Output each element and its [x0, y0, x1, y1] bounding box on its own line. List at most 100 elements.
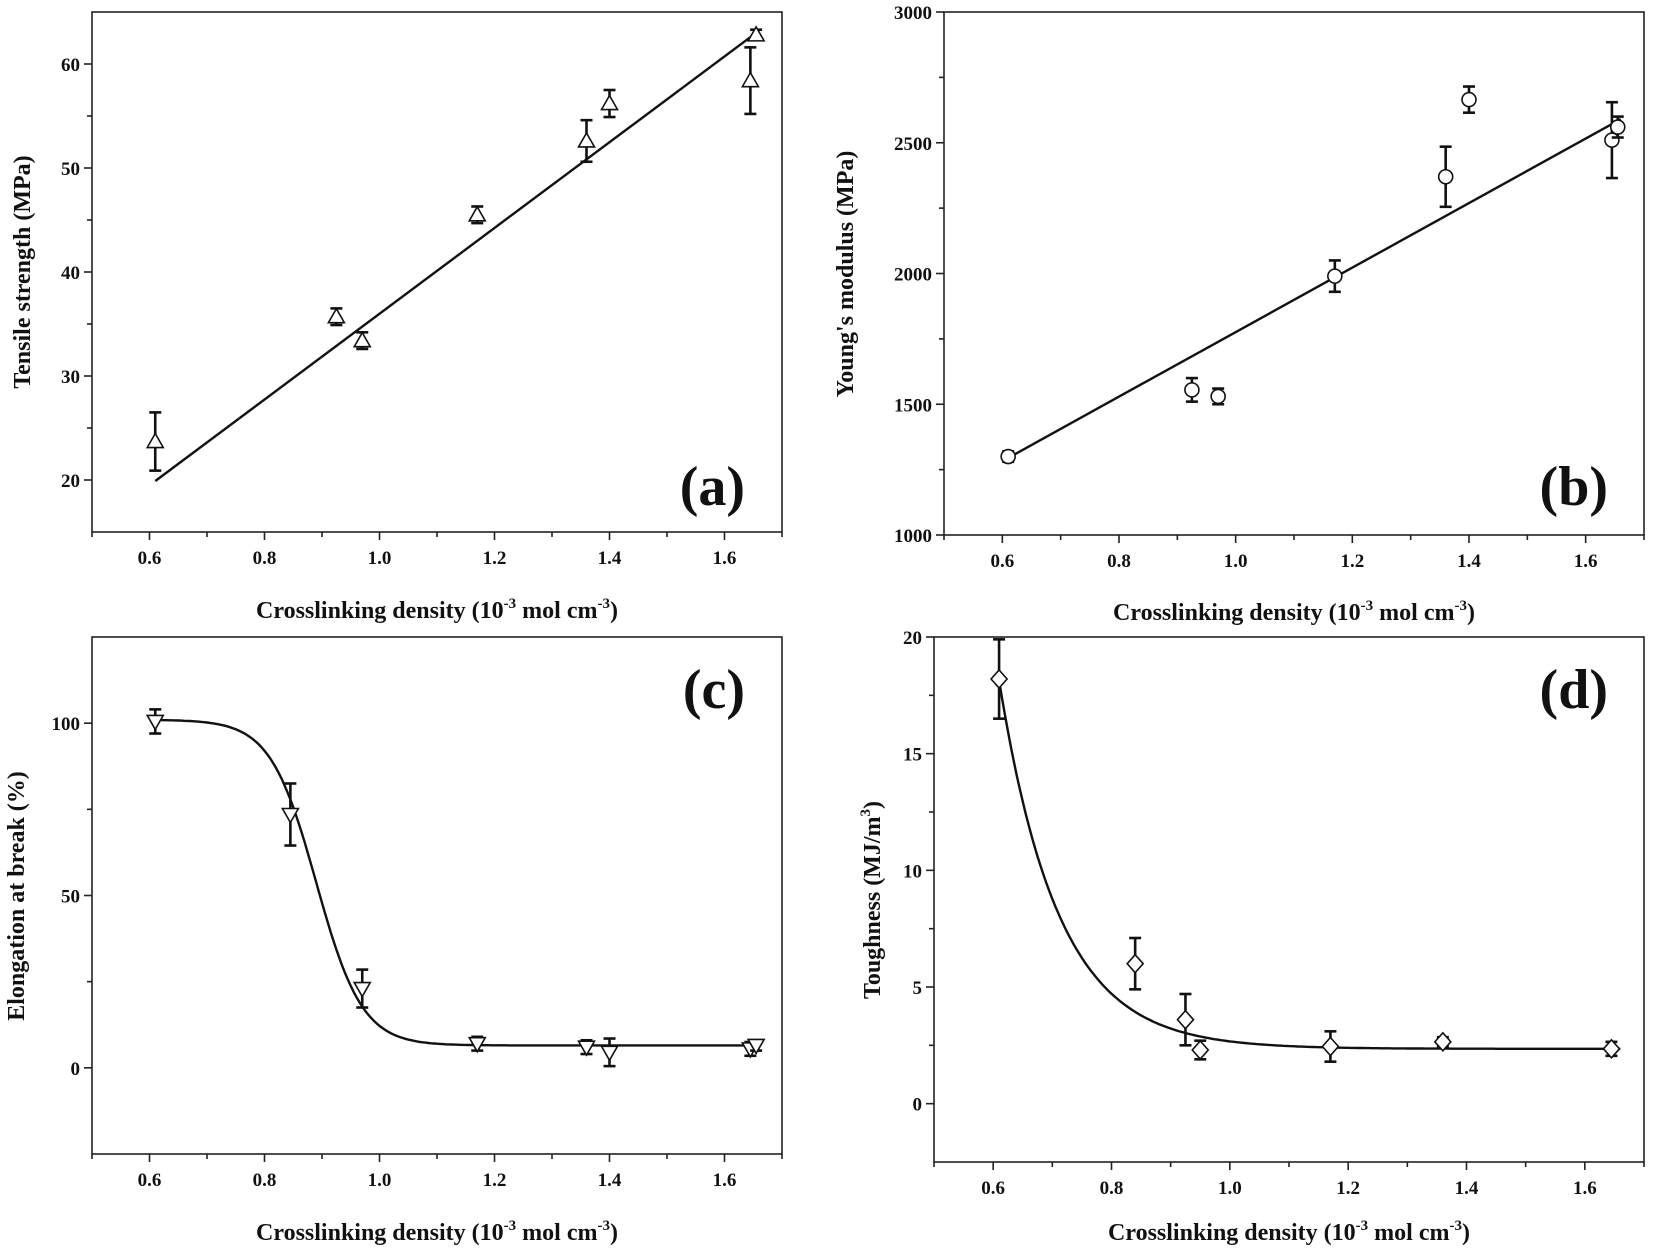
triangle-down-marker [467, 1036, 487, 1054]
fit-curve-group [155, 718, 759, 1047]
x-tick-label: 0.8 [253, 1170, 277, 1191]
x-tick-label: 1.0 [368, 1170, 392, 1191]
data-point [990, 638, 1009, 720]
fit-curve [1007, 118, 1622, 459]
diamond-marker [1126, 953, 1145, 974]
data-point [577, 1038, 596, 1057]
triangle-up-marker [740, 71, 760, 88]
data-point [326, 307, 346, 327]
x-axis-title: Crosslinking density (10-3 mol cm-3) [1113, 598, 1475, 626]
circle-marker [1437, 168, 1454, 185]
fit-curve-group [997, 680, 1621, 1051]
fit-curve [997, 680, 1621, 1051]
ticks-group: 0.6 0.8 1.0 1.2 1.4 1.6 20 30 40 50 60 [61, 55, 783, 569]
triangle-up-marker [600, 93, 619, 111]
circle-marker [1000, 448, 1016, 465]
x-tick-label: 1.2 [1340, 551, 1364, 572]
x-tick-label: 1.4 [598, 1170, 622, 1191]
y-tick-label: 0 [913, 1095, 923, 1116]
circle-marker [1461, 91, 1477, 108]
fit-curve-group [1007, 118, 1622, 459]
triangle-up-marker [145, 431, 165, 449]
y-tick-label: 50 [61, 887, 80, 908]
data-point [1433, 1031, 1452, 1053]
x-tick-label: 0.8 [1100, 1178, 1124, 1199]
y-tick-label: 3000 [894, 3, 932, 24]
x-tick-label: 1.6 [1573, 1178, 1597, 1199]
x-tick-label: 1.6 [713, 1170, 737, 1191]
ticks-group: 0.6 0.8 1.0 1.2 1.4 1.6 1000 1500 2000 2500 3000 [894, 3, 1645, 572]
data-point [1176, 992, 1195, 1047]
x-tick-label: 1.4 [1455, 1178, 1479, 1199]
y-tick-label: 50 [61, 159, 80, 180]
x-tick-label: 1.0 [1224, 551, 1248, 572]
y-tick-label: 100 [52, 714, 81, 735]
plot-frame [933, 636, 1645, 1163]
data-point [1000, 448, 1016, 465]
plot-frame [91, 636, 783, 1155]
diamond-marker [1433, 1031, 1452, 1053]
y-tick-label: 0 [71, 1059, 81, 1080]
data-point [1184, 376, 1200, 403]
triangle-down-marker [352, 981, 372, 999]
x-tick-label: 0.8 [253, 548, 277, 569]
data-point [577, 118, 596, 164]
y-tick-label: 40 [61, 263, 80, 284]
y-tick-label: 1000 [894, 526, 932, 547]
data-point [280, 782, 300, 847]
x-tick-label: 1.4 [1457, 551, 1481, 572]
data-points-group [990, 638, 1621, 1063]
y-tick-label: 30 [61, 367, 80, 388]
circle-marker [1327, 268, 1343, 284]
data-points-group [145, 25, 766, 472]
data-point [1437, 145, 1454, 209]
data-point [1210, 387, 1226, 406]
triangle-down-marker [600, 1045, 619, 1062]
triangle-down-marker [145, 714, 165, 732]
panel-d: 0.6 0.8 1.0 1.2 1.4 1.6 0 5 10 15 20 (d) Crosslink… [858, 628, 1645, 1246]
y-axis-title: Young's modulus (MPa) [833, 151, 859, 398]
x-axis-title: Crosslinking density (10-3 mol cm-3) [1108, 1218, 1470, 1246]
y-tick-label: 20 [61, 471, 80, 492]
y-tick-label: 2500 [894, 134, 932, 155]
data-point [1609, 115, 1626, 139]
fit-curve [154, 29, 760, 482]
data-point [1602, 1038, 1621, 1060]
triangle-up-marker [326, 307, 346, 324]
panel-label: (a) [680, 456, 745, 518]
data-point [1604, 100, 1620, 180]
data-points-group [145, 708, 766, 1068]
x-tick-label: 0.6 [981, 1178, 1005, 1199]
y-axis-title: Tensile strength (MPa) [10, 155, 36, 388]
x-tick-label: 1.6 [713, 548, 737, 569]
circle-marker [1184, 382, 1200, 398]
data-points-group [1000, 85, 1626, 465]
x-tick-label: 0.6 [138, 1170, 162, 1191]
ticks-group: 0.6 0.8 1.0 1.2 1.4 1.6 0 5 10 15 20 [903, 628, 1645, 1199]
diamond-marker [1321, 1036, 1340, 1057]
x-tick-label: 0.6 [990, 551, 1014, 572]
x-tick-label: 1.6 [1574, 551, 1598, 572]
circle-marker [1210, 388, 1226, 405]
x-tick-label: 0.8 [1107, 551, 1131, 572]
panel-label: (b) [1540, 456, 1608, 518]
x-tick-label: 1.2 [483, 548, 507, 569]
data-point [600, 88, 619, 119]
y-tick-label: 20 [903, 628, 922, 649]
y-tick-label: 10 [903, 861, 922, 882]
triangle-down-marker [280, 807, 300, 825]
data-point [600, 1037, 619, 1068]
diamond-marker [1176, 1009, 1195, 1030]
triangle-up-marker [352, 331, 372, 348]
diamond-marker [1191, 1039, 1210, 1061]
ticks-group: 0.6 0.8 1.0 1.2 1.4 1.6 0 50 100 [52, 714, 783, 1191]
x-tick-label: 1.2 [1336, 1178, 1360, 1199]
data-point [1321, 1030, 1340, 1063]
triangle-up-marker [746, 25, 766, 42]
data-point [1126, 936, 1145, 991]
data-point [352, 331, 372, 351]
triangle-down-marker [746, 1038, 766, 1056]
panel-label: (c) [683, 659, 745, 721]
circle-marker [1609, 119, 1626, 135]
data-point [740, 46, 760, 116]
